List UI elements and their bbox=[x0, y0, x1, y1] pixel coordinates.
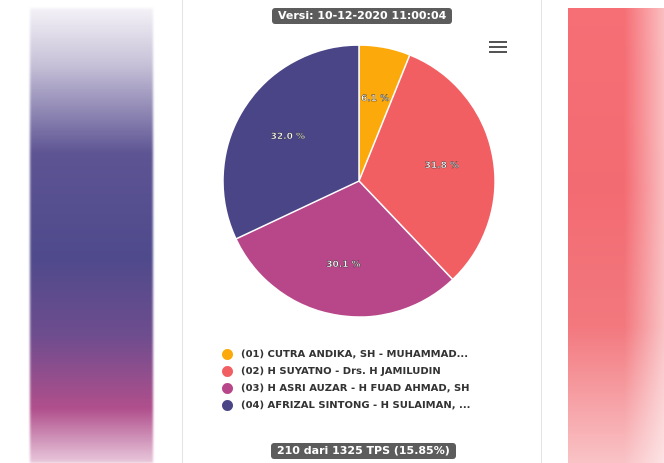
pie-data-label-3: 30.1 % bbox=[326, 260, 360, 270]
legend-label-04: (04) AFRIZAL SINTONG - H SULAIMAN, ... bbox=[241, 399, 471, 411]
tps-count-badge: 210 dari 1325 TPS (15.85%) bbox=[271, 443, 456, 459]
legend-label-01: (01) CUTRA ANDIKA, SH - MUHAMMAD... bbox=[241, 348, 469, 360]
legend-item-03[interactable]: (03) H ASRI AUZAR - H FUAD AHMAD, SH bbox=[222, 380, 522, 396]
pie-data-label-1: 6.1 % bbox=[361, 94, 389, 104]
pie-slice-3[interactable] bbox=[234, 180, 454, 318]
pie-data-label-4: 32.0 % bbox=[271, 132, 305, 142]
legend-label-02: (02) H SUYATNO - Drs. H JAMILUDIN bbox=[241, 365, 441, 377]
legend-label-03: (03) H ASRI AUZAR - H FUAD AHMAD, SH bbox=[241, 382, 470, 394]
hamburger-icon[interactable] bbox=[489, 41, 507, 55]
legend-item-01[interactable]: (01) CUTRA ANDIKA, SH - MUHAMMAD... bbox=[222, 346, 522, 362]
legend-item-02[interactable]: (02) H SUYATNO - Drs. H JAMILUDIN bbox=[222, 363, 522, 379]
legend-dot-03 bbox=[222, 382, 233, 394]
legend-dot-04 bbox=[222, 399, 233, 411]
version-badge: Versi: 10-12-2020 11:00:04 bbox=[272, 8, 453, 24]
pie-slice-2[interactable] bbox=[358, 53, 496, 281]
legend-dot-02 bbox=[222, 365, 233, 377]
pie-data-label-2: 31.8 % bbox=[425, 161, 459, 171]
left-background-panel bbox=[30, 8, 153, 463]
pie-slice-4[interactable] bbox=[222, 44, 360, 240]
right-background-panel bbox=[568, 8, 664, 463]
chart-legend: (01) CUTRA ANDIKA, SH - MUHAMMAD... (02)… bbox=[222, 346, 522, 414]
legend-dot-01 bbox=[222, 348, 233, 360]
legend-item-04[interactable]: (04) AFRIZAL SINTONG - H SULAIMAN, ... bbox=[222, 397, 522, 413]
